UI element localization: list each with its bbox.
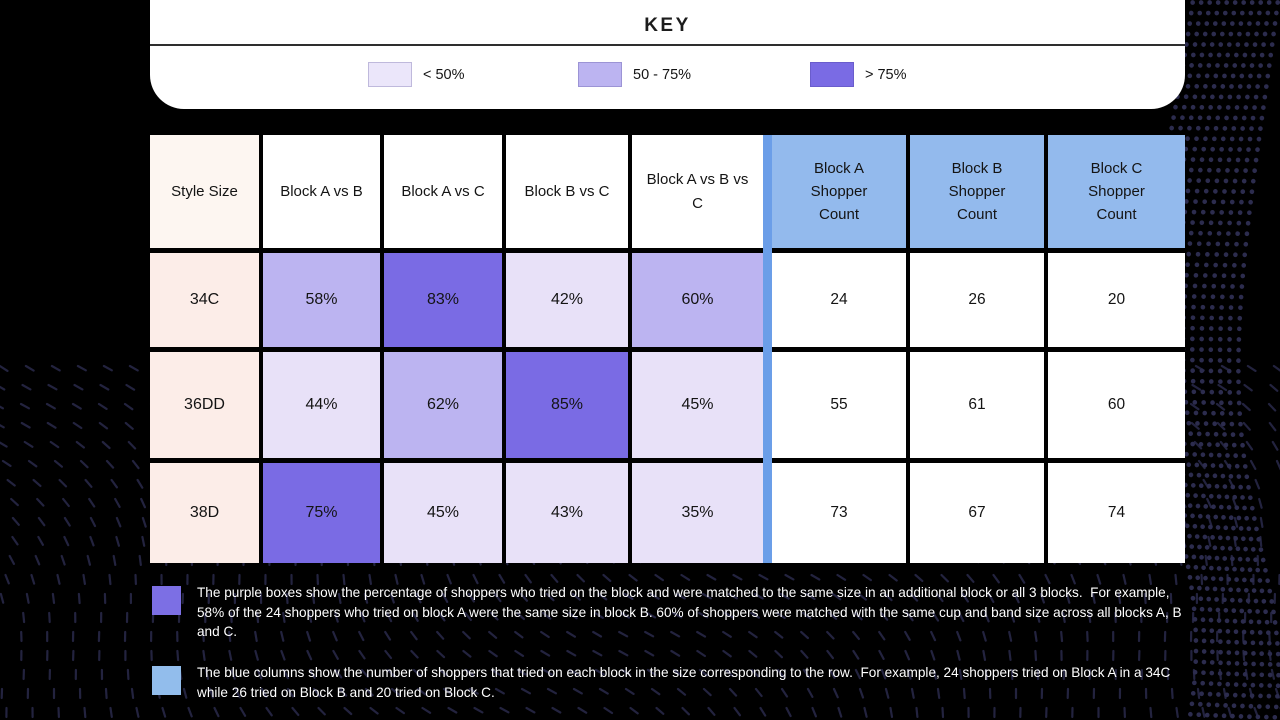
count-cell: 61: [910, 352, 1044, 458]
header-cell: Block A Shopper Count: [772, 135, 906, 248]
blue-divider-stripe: [763, 135, 772, 563]
legend-swatch-medium: [578, 62, 622, 87]
legend-swatch-dark: [810, 62, 854, 87]
key-panel: KEY < 50% 50 - 75% > 75%: [150, 0, 1185, 109]
legend-item-over-75: > 75%: [810, 62, 907, 87]
key-divider: [150, 44, 1185, 46]
legend-label: > 75%: [865, 66, 907, 83]
header-cell: Block B Shopper Count: [910, 135, 1044, 248]
percent-cell: 43%: [506, 463, 628, 563]
footnote-purple-boxes: The purple boxes show the percentage of …: [152, 583, 1184, 642]
header-cell: Block A vs B: [263, 135, 380, 248]
size-cell: 36DD: [150, 352, 259, 458]
legend-label: 50 - 75%: [633, 66, 692, 83]
header-cell: Style Size: [150, 135, 259, 248]
count-cell: 55: [772, 352, 906, 458]
percent-cell: 58%: [263, 253, 380, 347]
purple-swatch-icon: [152, 586, 181, 615]
legend-swatch-light: [368, 62, 412, 87]
legend-item-under-50: < 50%: [368, 62, 465, 87]
header-cell: Block B vs C: [506, 135, 628, 248]
count-cell: 73: [772, 463, 906, 563]
percent-cell: 85%: [506, 352, 628, 458]
size-cell: 34C: [150, 253, 259, 347]
header-cell: Block C Shopper Count: [1048, 135, 1185, 248]
count-cell: 26: [910, 253, 1044, 347]
count-cell: 74: [1048, 463, 1185, 563]
percent-cell: 45%: [632, 352, 763, 458]
footnote-text: The blue columns show the number of shop…: [197, 665, 1175, 700]
count-cell: 20: [1048, 253, 1185, 347]
percent-cell: 62%: [384, 352, 502, 458]
count-cell: 67: [910, 463, 1044, 563]
footnote-text: The purple boxes show the percentage of …: [197, 585, 1186, 639]
percent-cell: 35%: [632, 463, 763, 563]
percent-cell: 44%: [263, 352, 380, 458]
footnote-blue-columns: The blue columns show the number of shop…: [152, 663, 1184, 702]
percent-cell: 42%: [506, 253, 628, 347]
percent-cell: 83%: [384, 253, 502, 347]
count-cell: 60: [1048, 352, 1185, 458]
count-cell: 24: [772, 253, 906, 347]
percent-cell: 45%: [384, 463, 502, 563]
legend-label: < 50%: [423, 66, 465, 83]
blue-swatch-icon: [152, 666, 181, 695]
percent-cell: 60%: [632, 253, 763, 347]
header-cell: Block A vs B vs C: [632, 135, 763, 248]
size-match-table: Style Size Block A vs B Block A vs C Block …: [150, 135, 1185, 563]
header-cell: Block A vs C: [384, 135, 502, 248]
legend-item-50-75: 50 - 75%: [578, 62, 691, 87]
percent-cell: 75%: [263, 463, 380, 563]
size-cell: 38D: [150, 463, 259, 563]
key-title: KEY: [644, 15, 691, 36]
